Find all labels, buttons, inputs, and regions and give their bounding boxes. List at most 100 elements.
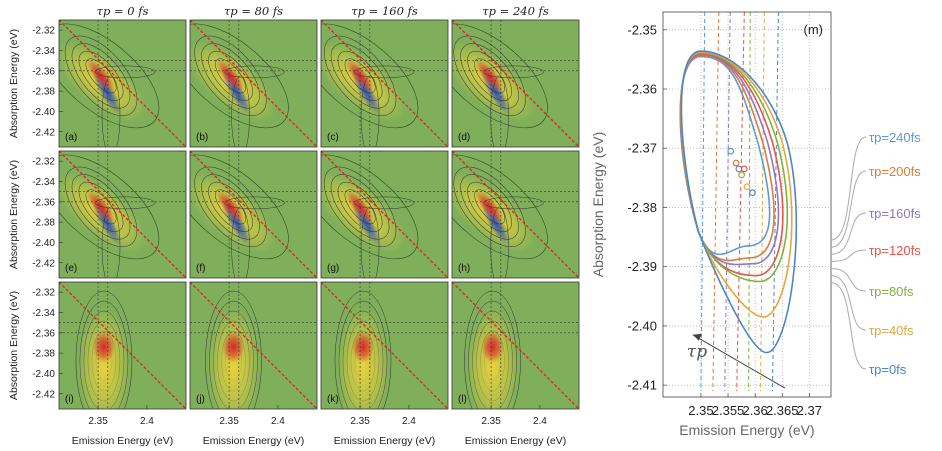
positive-lobe bbox=[475, 190, 504, 223]
positive-lobe bbox=[216, 190, 245, 223]
panel-frame bbox=[320, 281, 449, 410]
panel-contents bbox=[190, 20, 317, 147]
horizontal-contour bbox=[483, 196, 544, 210]
panel-label: (a) bbox=[65, 132, 77, 143]
panel-frame bbox=[189, 150, 318, 279]
legend-label: τp=80fs bbox=[869, 284, 914, 299]
xlabel: Emission Energy (eV) bbox=[679, 422, 814, 438]
contour-line bbox=[474, 189, 506, 225]
horizontal-contour bbox=[94, 65, 156, 79]
xtick-label: 2.4 bbox=[533, 416, 547, 427]
legend-label: τp=40fs bbox=[869, 323, 914, 338]
xtick-label: 2.37 bbox=[797, 403, 822, 418]
panel-i: (i) -2.32 -2.34 -2.36 -2.38 -2.40 -2.42 2.35 2.4… bbox=[32, 281, 187, 447]
xtick-label: 2.4 bbox=[402, 416, 416, 427]
contour-loop bbox=[679, 53, 780, 266]
xtick-label: 2.36 bbox=[742, 403, 767, 418]
outer-contour bbox=[59, 154, 160, 260]
panel-contents bbox=[190, 282, 317, 409]
ylabel: Absorption Energy (eV) bbox=[590, 132, 606, 278]
panel-label: (l) bbox=[458, 394, 467, 405]
contour-line-chart: -2.35-2.36-2.37-2.38-2.39-2.40-2.412.352… bbox=[590, 11, 921, 438]
column-title: τp = 80 fs bbox=[224, 4, 283, 18]
column-title: τp = 160 fs bbox=[351, 4, 418, 18]
positive-lobe bbox=[346, 59, 375, 92]
trend-dashed-line bbox=[771, 11, 779, 392]
panel-frame bbox=[320, 150, 449, 279]
ytick-label: -2.39 bbox=[627, 259, 657, 274]
contour-line bbox=[71, 174, 131, 240]
contour-loop bbox=[680, 51, 793, 318]
ytick-label: -2.37 bbox=[627, 141, 657, 156]
panel-frame bbox=[320, 19, 449, 148]
contour-line bbox=[215, 58, 246, 94]
center-marker bbox=[732, 159, 740, 167]
panel-h: (h) bbox=[451, 150, 580, 279]
legend-label: τp=200fs bbox=[869, 164, 921, 179]
center-marker bbox=[749, 189, 756, 197]
panel-frame bbox=[189, 19, 318, 148]
contour-line bbox=[78, 181, 124, 232]
panel-label: (i) bbox=[65, 394, 74, 405]
contour-line bbox=[205, 290, 262, 409]
xtick-label: 2.35 bbox=[219, 416, 239, 427]
column-title: τp = 0 fs bbox=[97, 4, 149, 18]
xlabel: Emission Energy (eV) bbox=[334, 435, 436, 447]
ytick-label: -2.40 bbox=[32, 369, 55, 380]
panel-label: (d) bbox=[458, 132, 470, 143]
contour-line bbox=[85, 58, 117, 94]
ytick-label: -2.32 bbox=[32, 288, 55, 299]
panel-contents bbox=[452, 151, 579, 278]
outer-contour bbox=[452, 23, 548, 129]
outer-contour bbox=[190, 154, 289, 260]
panel-j: (j) 2.35 2.4 Emission Energy (eV) bbox=[189, 281, 318, 447]
legend-callout bbox=[830, 275, 867, 331]
ytick-label: -2.42 bbox=[32, 389, 55, 400]
center-marker bbox=[743, 183, 751, 191]
legend-callout bbox=[830, 212, 867, 255]
tail-contour bbox=[490, 75, 509, 147]
contour-loop bbox=[680, 52, 789, 283]
contour-line bbox=[194, 35, 267, 117]
horizontal-contour bbox=[224, 65, 285, 79]
tail-contour bbox=[360, 206, 380, 278]
panel-frame bbox=[451, 150, 580, 279]
trend-dashed-line bbox=[748, 11, 751, 392]
ytick-label: -2.40 bbox=[32, 107, 55, 118]
plot-frame bbox=[662, 11, 832, 398]
ytick-label: -2.32 bbox=[32, 157, 55, 168]
panel-label: (h) bbox=[458, 263, 470, 274]
positive-lobe bbox=[475, 59, 504, 92]
contour-line bbox=[460, 174, 519, 240]
panel-e: (e) -2.32 -2.34 -2.36 -2.38 -2.40 -2.42 bbox=[32, 150, 187, 279]
panel-contents bbox=[59, 282, 186, 409]
positive-lobe bbox=[92, 331, 115, 364]
panel-label: (k) bbox=[327, 394, 339, 405]
positive-lobe bbox=[87, 190, 115, 223]
panel-label: (m) bbox=[804, 22, 824, 37]
panel-contents bbox=[59, 151, 186, 278]
ytick-label: -2.42 bbox=[32, 127, 55, 138]
contour-line bbox=[337, 181, 383, 232]
horizontal-contour bbox=[224, 196, 285, 210]
contour-line bbox=[201, 174, 260, 240]
contour-line bbox=[208, 50, 253, 101]
panel-label: (f) bbox=[196, 263, 205, 274]
ytick-label: -2.34 bbox=[32, 177, 55, 188]
outer-contour bbox=[59, 23, 160, 129]
panel-contents bbox=[321, 20, 448, 147]
center-marker bbox=[740, 165, 748, 173]
ytick-label: -2.36 bbox=[32, 66, 55, 77]
xlabel: Emission Energy (eV) bbox=[203, 435, 305, 447]
ylabel: Absorption Energy (eV) bbox=[8, 29, 20, 138]
contour-line bbox=[337, 50, 383, 101]
ytick-label: -2.36 bbox=[32, 197, 55, 208]
contour-line bbox=[330, 43, 390, 109]
ytick-label: -2.42 bbox=[32, 258, 55, 269]
contour-line bbox=[474, 58, 506, 94]
contour-line bbox=[464, 290, 521, 409]
xtick-label: 2.35 bbox=[688, 403, 713, 418]
panel-f: (f) bbox=[189, 150, 318, 279]
panel-frame bbox=[58, 19, 187, 148]
